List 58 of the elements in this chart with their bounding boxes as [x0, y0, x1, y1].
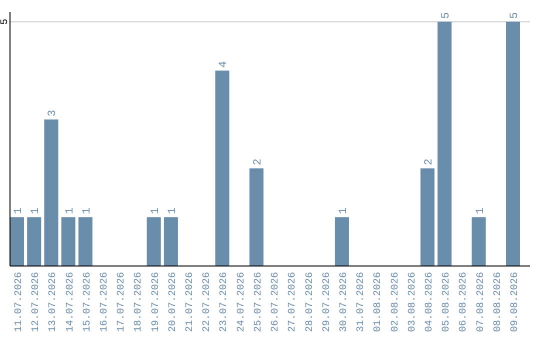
data-label: 2 — [252, 158, 264, 166]
data-label: 1 — [166, 207, 179, 214]
x-tick-label: 06.08.2026 — [458, 272, 470, 332]
bar — [506, 22, 520, 266]
x-tick-label: 29.07.2026 — [322, 272, 333, 332]
bar — [146, 217, 161, 266]
data-label: 1 — [81, 207, 94, 214]
x-tick-label: 02.08.2026 — [390, 272, 402, 332]
x-tick-label: 16.07.2026 — [100, 272, 111, 332]
x-tick-label: 05.08.2026 — [442, 272, 453, 332]
x-tick-label: 20.07.2026 — [168, 272, 179, 332]
data-label: 1 — [64, 207, 76, 214]
x-tick-label: 01.08.2026 — [373, 272, 384, 332]
bar — [44, 119, 58, 266]
data-label: 5 — [508, 12, 521, 19]
x-tick-label: 03.08.2026 — [407, 272, 418, 332]
x-tick-label: 18.07.2026 — [134, 272, 145, 332]
data-label: 5 — [440, 12, 453, 19]
x-tick-label: 30.07.2026 — [338, 272, 350, 332]
x-tick-label: 15.07.2026 — [82, 272, 94, 332]
x-tick-label: 26.07.2026 — [270, 272, 282, 332]
x-tick-label: 31.07.2026 — [356, 272, 368, 332]
x-tick-label: 25.07.2026 — [253, 272, 264, 332]
bar — [164, 217, 178, 266]
bar — [10, 217, 24, 266]
bar — [61, 217, 76, 266]
bar — [472, 217, 486, 266]
x-tick-label: 23.07.2026 — [219, 272, 230, 332]
x-tick-label: 14.07.2026 — [65, 272, 76, 332]
data-label: 1 — [474, 207, 487, 214]
x-tick-label: 12.07.2026 — [31, 272, 42, 332]
bar — [334, 217, 349, 266]
bar — [215, 70, 230, 266]
data-label: 1 — [30, 207, 42, 214]
x-tick-label: 09.08.2026 — [510, 272, 521, 332]
data-label: 4 — [218, 60, 230, 68]
x-tick-label: 13.07.2026 — [48, 272, 60, 332]
x-tick-label: 21.07.2026 — [185, 272, 196, 332]
x-tick-label: 19.07.2026 — [150, 272, 162, 332]
data-label: 1 — [13, 207, 26, 214]
x-tick-label: 28.07.2026 — [304, 272, 316, 332]
bar — [420, 168, 434, 266]
x-tick-label: 17.07.2026 — [116, 272, 128, 332]
x-tick-label: 04.08.2026 — [424, 272, 436, 332]
data-label: 1 — [338, 207, 350, 214]
x-tick-label: 27.07.2026 — [288, 272, 299, 332]
x-tick-label: 22.07.2026 — [202, 272, 214, 332]
bar — [78, 217, 92, 266]
bar — [249, 168, 264, 266]
x-tick-label: 08.08.2026 — [492, 272, 504, 332]
x-tick-label: 11.07.2026 — [14, 272, 26, 332]
bar — [27, 217, 42, 266]
data-label: 3 — [47, 110, 60, 116]
data-label: 2 — [423, 158, 436, 166]
x-tick-label: 07.08.2026 — [476, 272, 487, 332]
x-tick-label: 24.07.2026 — [236, 272, 248, 332]
data-label: 1 — [150, 207, 162, 214]
bar — [438, 22, 452, 266]
